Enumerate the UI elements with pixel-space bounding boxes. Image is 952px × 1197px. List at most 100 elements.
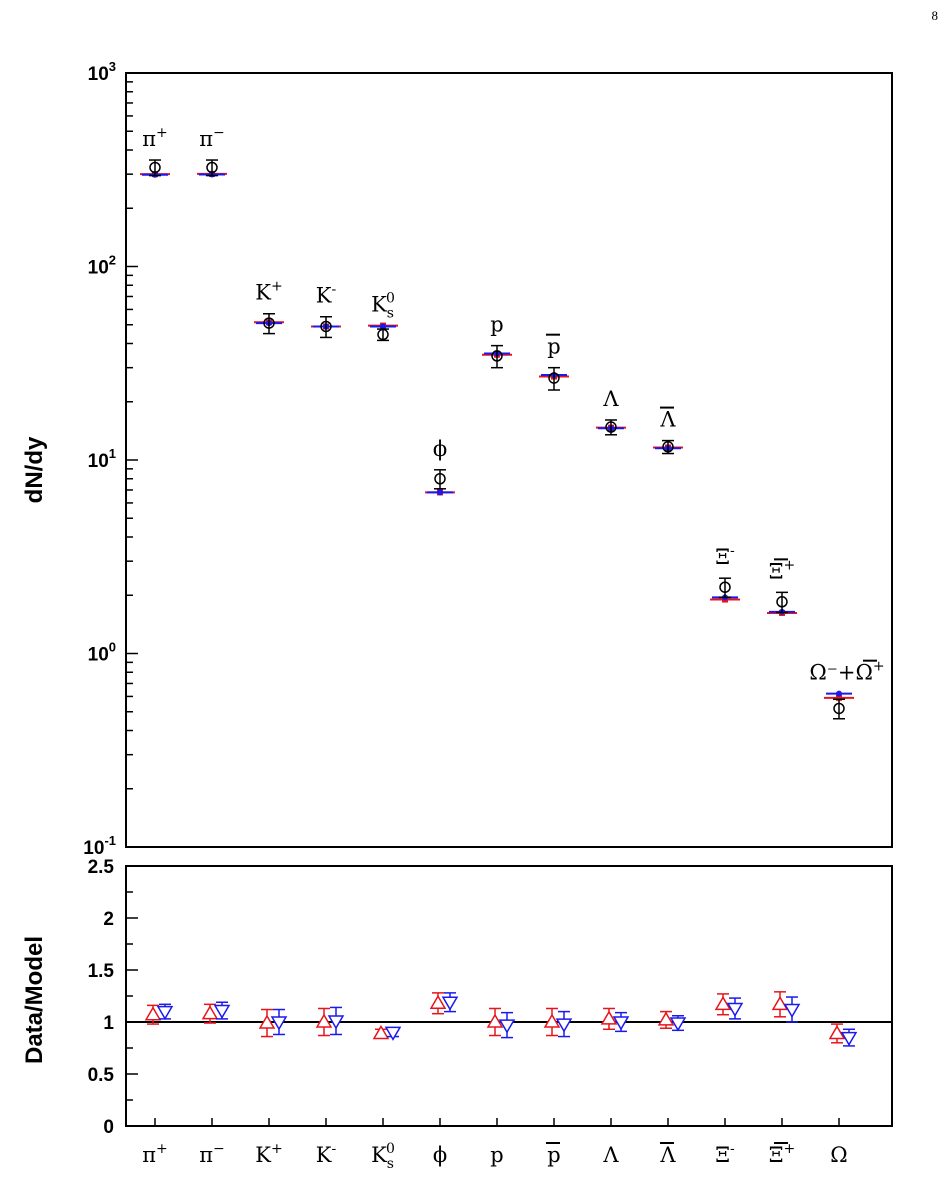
x-tick-label: π− (199, 1141, 225, 1167)
bottom-panel: 0 0.5 1 1.5 2 2.5 Data/Model (21, 857, 893, 1138)
x-tick-label: Λ (602, 1143, 619, 1167)
y-tick-label: 1.5 (88, 961, 115, 982)
ratio-blue-point (783, 1003, 801, 1019)
data-point (491, 350, 503, 362)
data-point (548, 372, 560, 384)
particle-label-text: π+ (142, 125, 168, 151)
y-tick-label: 2 (103, 909, 114, 930)
model-blue-point (836, 690, 842, 697)
y-tick-label: 101 (88, 446, 116, 472)
ratio-red-point (315, 1013, 333, 1028)
data-point (320, 320, 332, 333)
particle-label-text: K- (316, 282, 337, 308)
data-point (377, 328, 389, 341)
ratio-blue-point (327, 1015, 345, 1030)
particle-label-text: Ξ+ (769, 557, 796, 583)
ratio-red-point (486, 1013, 504, 1028)
y-tick-label: 103 (88, 59, 116, 85)
ratio-red-point (144, 1006, 162, 1021)
ratio-blue-point (840, 1031, 858, 1047)
particle-label: π+ (142, 125, 168, 151)
x-tick-label: p (490, 1143, 503, 1167)
bottom-plot-frame (125, 865, 893, 1127)
particle-label: Λ (659, 406, 676, 432)
top-panel: 103 102 101 100 10-1 dN/dy π+ π− K+ K- Ks0 ϕ p p Λ Λ Ξ- Ξ… (21, 59, 893, 859)
particle-label-text: Λ (659, 408, 676, 432)
ratio-blue-point (270, 1016, 288, 1031)
particle-label: Ω⁻+Ω+ (809, 659, 884, 685)
particle-label-text: Ω⁻+Ω+ (809, 659, 884, 685)
particle-label: Ks0 (371, 291, 395, 322)
x-tick-label: Ξ+ (769, 1141, 796, 1167)
y-tick-label: 0.5 (88, 1065, 115, 1086)
ratio-red-point (429, 994, 447, 1010)
particle-label: Λ (602, 387, 619, 411)
model-blue-point (437, 489, 443, 496)
ratio-blue-point (555, 1018, 573, 1033)
data-point (434, 473, 446, 485)
particle-label-text: K+ (255, 279, 282, 305)
particle-label-text: Λ (659, 1143, 676, 1167)
data-point (719, 581, 731, 593)
model-red-point (836, 694, 842, 701)
ratio-red-point (771, 995, 789, 1011)
data-point (206, 161, 218, 174)
ratio-blue-point (669, 1017, 687, 1032)
particle-label-text: Ξ- (715, 543, 735, 569)
data-point (776, 596, 788, 608)
data-point (263, 317, 275, 329)
particle-label-text: p (490, 313, 503, 337)
ratio-red-point (600, 1010, 618, 1025)
particle-label-text: π+ (142, 1141, 168, 1167)
y-tick-label: 0 (103, 1117, 114, 1138)
ratio-blue-point (213, 1004, 231, 1020)
y-tick-label: 10-1 (83, 833, 116, 859)
particle-label-text: Λ (602, 1143, 619, 1167)
particle-label-text: p (490, 1143, 503, 1167)
particle-label: p (490, 313, 503, 337)
data-point (605, 421, 617, 433)
particle-label-text: ϕ (433, 437, 447, 461)
particle-label: K+ (255, 279, 282, 305)
ratio-red-point (258, 1014, 276, 1029)
x-tick-label: K- (316, 1141, 337, 1167)
particle-label-text: π− (199, 125, 225, 151)
particle-label-text: p (547, 335, 560, 359)
particle-label-text: Ks0 (371, 1141, 395, 1172)
x-tick-label: p (546, 1142, 561, 1167)
ratio-red-point (372, 1024, 390, 1040)
particle-label-text: Λ (602, 387, 619, 411)
particle-label-text: p (547, 1143, 560, 1167)
particle-label-text: Ks0 (371, 291, 395, 322)
ratio-blue-point (726, 1002, 744, 1017)
x-axis-labels: π+ π− K+ K- Ks0 ϕ p p Λ Λ Ξ- Ξ+ Ω (142, 1141, 847, 1172)
ratio-red-point (201, 1005, 219, 1020)
ratio-blue-point (384, 1026, 402, 1041)
y-tick-label: 102 (88, 253, 116, 279)
x-tick-label: Ξ- (715, 1141, 735, 1167)
particle-label: Ξ- (715, 543, 735, 569)
particle-label-text: ϕ (433, 1143, 447, 1167)
page-number: 8 (931, 8, 939, 23)
x-tick-label: Ks0 (371, 1141, 395, 1172)
particle-label-text: Ξ+ (769, 1141, 796, 1167)
ratio-blue-point (156, 1005, 174, 1021)
particle-label: π− (199, 125, 225, 151)
y-tick-label: 1 (103, 1013, 114, 1034)
x-tick-label: ϕ (433, 1143, 447, 1167)
x-tick-label: K+ (255, 1141, 282, 1167)
particle-label: ϕ (433, 437, 447, 461)
ratio-red-point (828, 1024, 846, 1040)
particle-label-text: K+ (255, 1141, 282, 1167)
particle-label-text: π− (199, 1141, 225, 1167)
model-blue-point (380, 323, 386, 330)
particle-label: K- (316, 282, 337, 308)
particle-label: Ξ+ (769, 557, 796, 583)
particle-label-text: Ξ- (715, 1141, 735, 1167)
ratio-red-point (543, 1013, 561, 1028)
data-point (149, 161, 161, 174)
y-axis-title-top: dN/dy (21, 436, 48, 503)
x-tick-label: Λ (659, 1142, 676, 1167)
particle-label-text: Ω (830, 1143, 847, 1167)
